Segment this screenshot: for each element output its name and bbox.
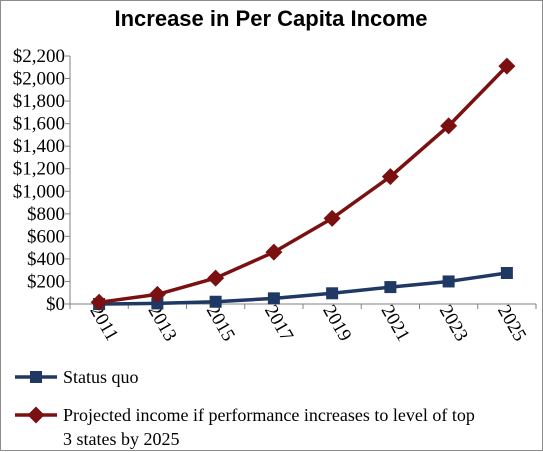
data-point-0 bbox=[384, 281, 397, 294]
x-tick-label: 2023 bbox=[435, 302, 472, 345]
chart-title: Increase in Per Capita Income bbox=[114, 6, 427, 31]
y-tick-label: $2,200 bbox=[13, 46, 65, 67]
y-tick-label: $0 bbox=[46, 294, 65, 315]
x-tick-label: 2025 bbox=[493, 302, 530, 345]
y-tick-label: $1,200 bbox=[13, 159, 65, 180]
y-tick-label: $600 bbox=[27, 226, 65, 247]
data-point-1 bbox=[323, 209, 341, 227]
data-point-0 bbox=[267, 292, 280, 305]
data-point-0 bbox=[442, 275, 455, 288]
y-tick-label: $2,000 bbox=[13, 69, 65, 90]
x-tick-label: 2019 bbox=[318, 302, 355, 345]
legend-label-line: Projected income if performance increase… bbox=[63, 405, 475, 425]
data-point-1 bbox=[90, 293, 108, 311]
y-tick-label: $1,600 bbox=[13, 114, 65, 135]
data-point-0 bbox=[151, 297, 164, 310]
y-tick-label: $400 bbox=[27, 249, 65, 270]
legend-label-line: 3 states by 2025 bbox=[63, 429, 180, 449]
legend-marker bbox=[27, 406, 45, 424]
data-point-0 bbox=[500, 267, 513, 279]
y-tick-label: $1,400 bbox=[13, 136, 65, 157]
legend-label-line: Status quo bbox=[63, 367, 139, 387]
data-point-0 bbox=[326, 287, 339, 300]
x-tick-label: 2015 bbox=[202, 302, 239, 345]
x-tick-label: 2017 bbox=[260, 302, 297, 345]
y-tick-label: $800 bbox=[27, 204, 65, 225]
series-line-0 bbox=[99, 271, 508, 306]
data-point-0 bbox=[209, 295, 222, 308]
legend-label: Status quo bbox=[63, 367, 139, 387]
data-point-1 bbox=[440, 117, 458, 135]
data-point-1 bbox=[207, 269, 225, 287]
plot-area: $0$200$400$600$800$1,000$1,200$1,400$1,6… bbox=[13, 46, 537, 345]
legend: Status quo Projected income if performanc… bbox=[15, 367, 475, 449]
data-point-1 bbox=[381, 168, 399, 186]
data-point-1 bbox=[148, 285, 166, 303]
legend-label: Projected income if performance increase… bbox=[63, 405, 475, 449]
data-point-1 bbox=[265, 243, 283, 261]
y-tick-label: $1,000 bbox=[13, 181, 65, 202]
y-tick-label: $1,800 bbox=[13, 91, 65, 112]
y-tick-label: $200 bbox=[27, 271, 65, 292]
legend-marker bbox=[30, 371, 42, 383]
series-line-1 bbox=[98, 64, 509, 305]
data-point-1 bbox=[498, 57, 516, 75]
x-tick-label: 2021 bbox=[377, 302, 414, 345]
